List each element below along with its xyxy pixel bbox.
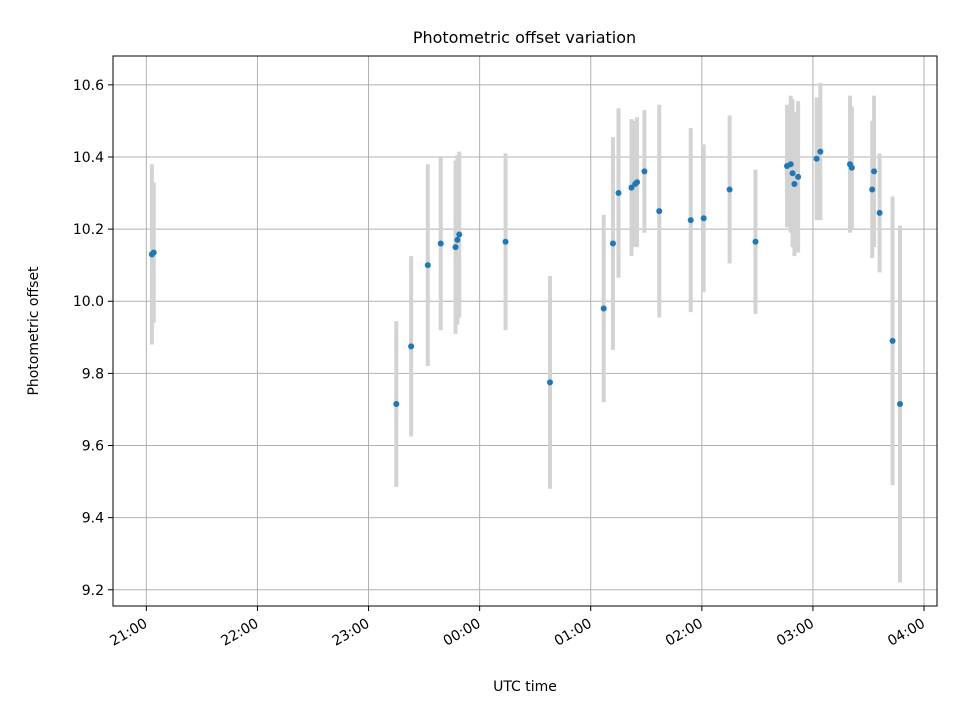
y-axis-ticks: 9.2 9.4 9.6 9.8 10.0 10.2 10.4 10.6 [73, 78, 113, 599]
data-point [817, 148, 824, 155]
y-tick-label: 9.4 [82, 511, 104, 527]
data-point [752, 238, 759, 245]
data-point [150, 249, 157, 256]
data-point [634, 179, 641, 186]
data-point [502, 238, 509, 245]
data-point [889, 337, 896, 344]
y-tick-label: 10.6 [73, 78, 104, 94]
data-point [871, 168, 878, 175]
data-point [408, 343, 415, 350]
y-tick-label: 9.8 [82, 366, 104, 382]
data-point [600, 305, 607, 312]
y-tick-label: 10.4 [73, 150, 104, 166]
data-point [789, 170, 796, 177]
data-point [437, 240, 444, 247]
data-point [609, 240, 616, 247]
y-tick-label: 9.2 [82, 583, 104, 599]
data-point [641, 168, 648, 175]
chart-title: Photometric offset variation [413, 28, 636, 47]
data-point [869, 186, 876, 193]
data-point [656, 208, 663, 215]
data-point [848, 164, 855, 171]
y-tick-label: 10.0 [73, 294, 104, 310]
data-point [876, 209, 883, 216]
grid [113, 56, 937, 606]
data-point [452, 244, 459, 251]
data-point [791, 181, 798, 188]
data-point [424, 262, 431, 269]
data-point [615, 190, 622, 197]
y-axis-label: Photometric offset [26, 266, 42, 396]
y-tick-label: 9.6 [82, 439, 104, 455]
data-point [687, 217, 694, 224]
x-axis-label: UTC time [493, 679, 557, 695]
data-points [148, 148, 903, 408]
plot-frame [112, 55, 938, 607]
y-tick-label: 10.2 [73, 222, 104, 238]
data-point [813, 155, 820, 162]
data-point [456, 231, 463, 238]
data-point [628, 184, 635, 191]
data-point [726, 186, 733, 193]
data-point [896, 401, 903, 408]
data-point [454, 236, 461, 243]
data-point [546, 379, 553, 386]
data-point [787, 161, 794, 168]
data-point [393, 401, 400, 408]
data-point [795, 173, 802, 180]
data-point [700, 215, 707, 222]
